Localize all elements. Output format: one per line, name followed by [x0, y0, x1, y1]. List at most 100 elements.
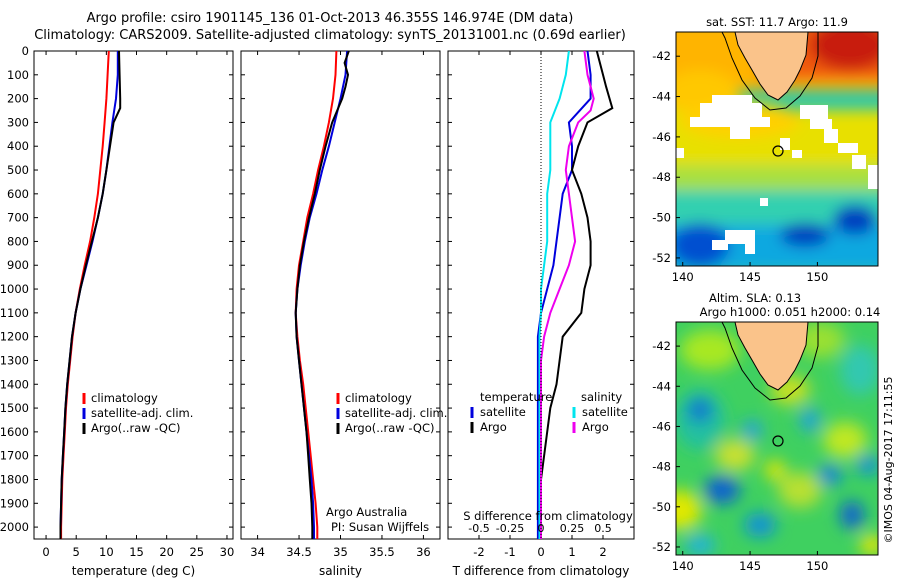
legend-label: climatology [345, 391, 412, 405]
map-x-tick-label: 145 [739, 270, 761, 284]
sla-map [675, 321, 879, 556]
y-tick-label: 1900 [0, 496, 29, 510]
x-tick-label: 1 [568, 545, 575, 559]
sla-map-title: Altim. SLA: 0.13 [709, 291, 801, 305]
salinity-panel: 34 34.5 35 35.5 36 salinity climatologysatelli… [240, 50, 447, 578]
x-axis-label: T difference from climatology [452, 564, 630, 578]
y-tick-label: 500 [7, 163, 29, 177]
y-tick-label: 100 [7, 68, 29, 82]
figure-title: Argo profile: csiro 1901145_136 01-Oct-2… [86, 11, 574, 26]
y-tick-label: 1100 [0, 306, 29, 320]
map-y-tick-label: -42 [652, 49, 671, 63]
x-tick-label: 0 [42, 545, 49, 559]
top-axis-label: S difference from climatology [463, 509, 633, 523]
y-tick-label: 1300 [0, 353, 29, 367]
top-x-tick-label: 0.5 [594, 522, 612, 535]
x-axis-label: temperature (deg C) [72, 564, 195, 578]
map-y-tick-label: -44 [652, 90, 671, 104]
y-tick-label: 1500 [0, 401, 29, 415]
x-tick-label: 35.5 [369, 545, 395, 559]
legend-label: Argo [582, 420, 609, 434]
x-tick-label: 35 [333, 545, 348, 559]
map-y-tick-label: -42 [652, 339, 671, 353]
y-tick-label: 200 [7, 92, 29, 106]
temperature-panel: 0100200300400500600700800900100011001200… [0, 44, 234, 578]
x-tick-label: 10 [99, 545, 114, 559]
x-tick-label: -2 [473, 545, 484, 559]
legend-label: Argo(..raw -QC) [345, 421, 435, 435]
y-tick-label: 400 [7, 139, 29, 153]
sst-map [675, 31, 879, 267]
map-y-tick-label: -50 [652, 211, 671, 225]
x-tick-label: -1 [504, 545, 515, 559]
legend-label: Argo [480, 420, 507, 434]
y-tick-label: 800 [7, 234, 29, 248]
x-tick-label: 30 [220, 545, 235, 559]
x-tick-label: 15 [129, 545, 144, 559]
y-tick-label: 1000 [0, 282, 29, 296]
legend-label: satellite [582, 405, 628, 419]
legend-label: satellite-adj. clim. [91, 406, 193, 420]
legend-label: Argo(..raw -QC) [91, 421, 181, 435]
series-line-3 [540, 51, 595, 539]
legend-label: satellite-adj. clim. [345, 406, 447, 420]
x-tick-label: 5 [73, 545, 80, 559]
y-tick-label: 1400 [0, 377, 29, 391]
figure-subtitle: Climatology: CARS2009. Satellite-adjuste… [34, 28, 626, 43]
top-x-tick-label: 0 [538, 522, 545, 535]
plot-frame [240, 50, 441, 540]
legend-label: satellite [480, 405, 526, 419]
sla-argo-marker [772, 435, 784, 447]
y-tick-label: 600 [7, 187, 29, 201]
y-tick-label: 1700 [0, 449, 29, 463]
x-tick-label: 2 [599, 545, 606, 559]
y-tick-label: 700 [7, 211, 29, 225]
series-line-1 [540, 51, 614, 539]
annotation-org: Argo Australia [326, 505, 407, 519]
map-y-tick-label: -52 [652, 251, 671, 265]
map-x-tick-label: 145 [739, 559, 761, 573]
map-x-tick-label: 140 [672, 270, 694, 284]
map-x-tick-label: 140 [672, 559, 694, 573]
legend-temperature-title: temperature [480, 390, 552, 404]
x-tick-label: 34 [250, 545, 265, 559]
y-tick-label: 1800 [0, 472, 29, 486]
y-tick-label: 1200 [0, 330, 29, 344]
map-y-tick-label: -50 [652, 500, 671, 514]
map-y-tick-label: -52 [652, 540, 671, 554]
map-y-tick-label: -44 [652, 379, 671, 393]
sla-map-subtitle: Argo h1000: 0.051 h2000: 0.14 [700, 305, 881, 319]
map-y-tick-label: -46 [652, 130, 671, 144]
x-axis-label: salinity [319, 564, 362, 578]
x-tick-label: 25 [189, 545, 204, 559]
legend-label: climatology [91, 391, 158, 405]
top-x-tick-label: 0.25 [560, 522, 585, 535]
map-x-tick-label: 150 [806, 559, 828, 573]
y-tick-label: 900 [7, 258, 29, 272]
sst-map-title: sat. SST: 11.7 Argo: 11.9 [706, 15, 848, 29]
series-line-2 [59, 51, 122, 539]
difference-panel: -2 -1 0 1 2 T difference from climatology -0.5… [447, 50, 635, 578]
legend-salinity-title: salinity [581, 390, 622, 404]
x-tick-label: 20 [159, 545, 174, 559]
top-x-tick-label: -0.5 [468, 522, 489, 535]
y-tick-label: 2000 [0, 520, 29, 534]
y-tick-label: 1600 [0, 425, 29, 439]
sst-argo-marker [772, 145, 784, 157]
map-x-tick-label: 150 [806, 270, 828, 284]
annotation-pi: PI: Susan Wijffels [331, 520, 429, 534]
x-tick-label: 0 [537, 545, 544, 559]
map-y-tick-label: -46 [652, 419, 671, 433]
plot-frame [33, 50, 234, 540]
series-line-2 [294, 51, 350, 539]
map-y-tick-label: -48 [652, 460, 671, 474]
y-tick-label: 300 [7, 115, 29, 129]
footer-timestamp: ©IMOS 04-Aug-2017 17:11:55 [882, 377, 895, 544]
x-tick-label: 34.5 [286, 545, 312, 559]
map-y-tick-label: -48 [652, 170, 671, 184]
x-tick-label: 36 [416, 545, 431, 559]
series-line-0 [536, 51, 592, 539]
y-tick-label: 0 [22, 44, 29, 58]
top-x-tick-label: -0.25 [496, 522, 524, 535]
